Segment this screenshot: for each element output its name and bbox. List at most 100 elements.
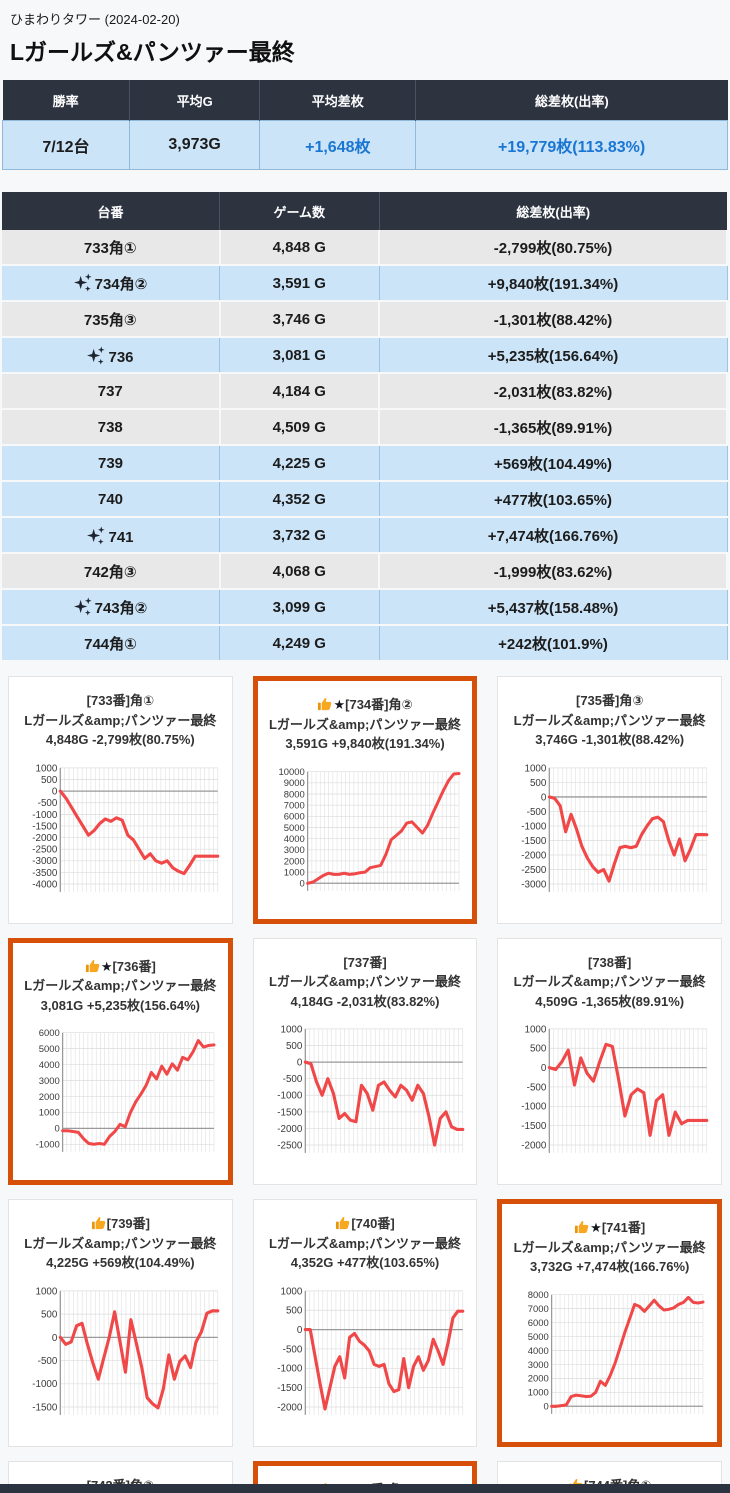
svg-text:1000: 1000 xyxy=(283,867,304,878)
chart-stats: 3,732G +7,474枚(166.76%) xyxy=(529,1259,690,1275)
sparkle-icon xyxy=(73,273,92,292)
machine-number: 744角① xyxy=(84,635,137,653)
machine-number: 742角③ xyxy=(83,563,137,581)
chart-subtitle: Lガールズ&amp;パンツァー最終 xyxy=(24,1235,217,1251)
svg-text:0: 0 xyxy=(544,1402,549,1413)
svg-text:2000: 2000 xyxy=(283,856,304,867)
svg-text:6000: 6000 xyxy=(528,1318,549,1329)
slump-graph: 1000 500 0 -500 -1000 -1500 -2000 xyxy=(277,1286,464,1415)
chart-subtitle: Lガールズ&amp;パンツァー最終 xyxy=(268,716,462,732)
machine-number: 734角② xyxy=(94,276,148,293)
machine-number-cell: 742角③ xyxy=(2,553,221,590)
svg-text:500: 500 xyxy=(530,777,547,788)
svg-text:-1500: -1500 xyxy=(32,821,58,832)
slump-graph: 1000 500 0 -500 -1000 -1500 -2000 -2500 xyxy=(277,1025,464,1154)
chart-stats: 4,352G +477枚(103.65%) xyxy=(290,1255,440,1271)
svg-text:-1500: -1500 xyxy=(522,835,548,846)
svg-text:1000: 1000 xyxy=(525,1025,547,1036)
slump-graph: 1000 500 0 -500 -1000 -1500 -2000 -2500 -3000 xyxy=(522,763,709,892)
machine-number: 741 xyxy=(108,528,134,546)
chart-plot-area: 1000 500 0 -500 -1000 -1500 -2000 -2500 -3000 xyxy=(502,762,717,909)
chart-card: ★[741番] Lガールズ&amp;パンツァー最終 3,732G +7,474枚(1… xyxy=(497,1199,722,1448)
chart-title-line1: [739番] xyxy=(13,1214,228,1234)
chart-stats: 3,591G +9,840枚(191.34%) xyxy=(285,736,445,751)
svg-text:-2500: -2500 xyxy=(277,1141,303,1152)
machine-diff-cell: +569枚(104.49%) xyxy=(379,444,728,482)
svg-text:4000: 4000 xyxy=(283,833,304,844)
chart-card: ★[736番] Lガールズ&amp;パンツァー最終 3,081G +5,235枚(1… xyxy=(8,937,233,1186)
machine-number: 736 xyxy=(108,348,134,366)
chart-stats: 4,509G -1,365枚(89.91%) xyxy=(535,993,685,1009)
chart-plot-area: 1000 500 0 -500 -1000 -1500 -2000 xyxy=(258,1285,473,1432)
machine-games-cell: 4,352 G xyxy=(219,480,380,518)
chart-plot-area: 6000 5000 4000 3000 2000 1000 0 -1000 xyxy=(17,1027,224,1168)
chart-grid: [733番]角① Lガールズ&amp;パンツァー最終 4,848G -2,799枚(… xyxy=(8,676,722,1493)
svg-text:-500: -500 xyxy=(38,1356,58,1367)
svg-text:7000: 7000 xyxy=(283,800,304,811)
chart-plot-area: 1000 500 0 -500 -1000 -1500 -2000 -2500 -3000 -35… xyxy=(13,762,228,909)
chart-title-line1: ★[736番] xyxy=(17,957,224,977)
svg-text:-500: -500 xyxy=(38,798,58,809)
svg-text:8000: 8000 xyxy=(283,789,304,800)
machine-games-cell: 4,249 G xyxy=(219,624,380,662)
chart-subtitle: Lガールズ&amp;パンツァー最終 xyxy=(513,974,706,990)
page-title: Lガールズ&パンツァー最終 xyxy=(10,39,295,65)
chart-plot-area: 1000 500 0 -500 -1000 -1500 xyxy=(13,1285,228,1432)
summary-header-row: 勝率 平均G 平均差枚 総差枚(出率) xyxy=(2,80,728,121)
chart-card: [735番]角③ Lガールズ&amp;パンツァー最終 3,746G -1,301枚(… xyxy=(497,676,722,924)
svg-text:-1500: -1500 xyxy=(277,1108,303,1119)
machine-number-cell: 736 xyxy=(2,336,220,374)
svg-text:3000: 3000 xyxy=(528,1360,549,1371)
chart-machine-label: [739番] xyxy=(106,1216,150,1232)
machine-row: 735角③ 3,746 G -1,301枚(88.42%) xyxy=(2,301,728,338)
svg-text:-1500: -1500 xyxy=(277,1383,303,1394)
svg-text:-2500: -2500 xyxy=(32,844,58,855)
chart-machine-label: [738番] xyxy=(587,954,632,970)
venue-date: ひまわりタワー (2024-02-20) xyxy=(10,12,180,27)
svg-text:500: 500 xyxy=(530,1044,547,1055)
chart-card: [733番]角① Lガールズ&amp;パンツァー最終 4,848G -2,799枚(… xyxy=(8,676,233,924)
summary-header-cell: 平均差枚 xyxy=(259,80,417,121)
thumbs-up-icon xyxy=(85,959,100,972)
summary-value-cell: 3,973G xyxy=(128,120,261,170)
machine-row: 734角② 3,591 G +9,840枚(191.34%) xyxy=(2,264,728,302)
sparkle-icon xyxy=(87,345,106,365)
machine-games-cell: 3,746 G xyxy=(219,301,380,338)
machine-number-cell: 735角③ xyxy=(2,301,221,338)
svg-text:0: 0 xyxy=(297,1058,303,1069)
chart-machine-label: [733番]角① xyxy=(86,693,154,708)
chart-plot-area: 1000 500 0 -500 -1000 -1500 -2000 xyxy=(502,1023,717,1170)
svg-text:0: 0 xyxy=(52,1333,58,1344)
chart-subtitle: Lガールズ&amp;パンツァー最終 xyxy=(24,712,217,728)
machine-row: 744角① 4,249 G +242枚(101.9%) xyxy=(2,624,728,662)
machine-row: 738 4,509 G -1,365枚(89.91%) xyxy=(2,409,728,446)
chart-machine-label: [741番] xyxy=(601,1220,646,1236)
summary-header-cell: 平均G xyxy=(129,80,261,121)
machine-number-cell: 737 xyxy=(2,373,221,410)
svg-text:-500: -500 xyxy=(282,1344,302,1355)
summary-value-row: 7/12台 3,973G +1,648枚 +19,779枚(113.83%) xyxy=(2,120,728,170)
chart-plot-area: 8000 7000 6000 5000 4000 3000 2000 1000 0 xyxy=(506,1289,713,1430)
slump-graph: 1000 500 0 -500 -1000 -1500 xyxy=(32,1286,220,1415)
svg-text:0: 0 xyxy=(541,792,547,803)
machine-games-cell: 4,225 G xyxy=(219,444,380,482)
footer-bar xyxy=(0,1484,730,1493)
machine-header-cell: ゲーム数 xyxy=(219,192,380,230)
svg-text:6000: 6000 xyxy=(283,811,304,822)
svg-text:4000: 4000 xyxy=(528,1346,549,1357)
svg-text:-1500: -1500 xyxy=(522,1121,548,1132)
svg-text:2000: 2000 xyxy=(528,1374,549,1385)
machine-number-cell: 738 xyxy=(2,409,221,446)
chart-machine-label: [737番] xyxy=(343,954,387,970)
slump-graph: 1000090008000700060005000400030002000100… xyxy=(278,766,461,891)
machine-row: 733角① 4,848 G -2,799枚(80.75%) xyxy=(2,230,728,266)
machine-diff-cell: +242枚(101.9%) xyxy=(379,624,728,662)
svg-text:-1000: -1000 xyxy=(277,1091,303,1102)
chart-title-line1: ★[741番] xyxy=(506,1218,713,1238)
machine-number-cell: 743角② xyxy=(2,588,220,626)
machine-number: 733角① xyxy=(83,239,137,257)
chart-machine-label: [736番] xyxy=(112,958,156,974)
svg-text:0: 0 xyxy=(297,1325,303,1336)
sparkle-icon xyxy=(73,597,92,616)
